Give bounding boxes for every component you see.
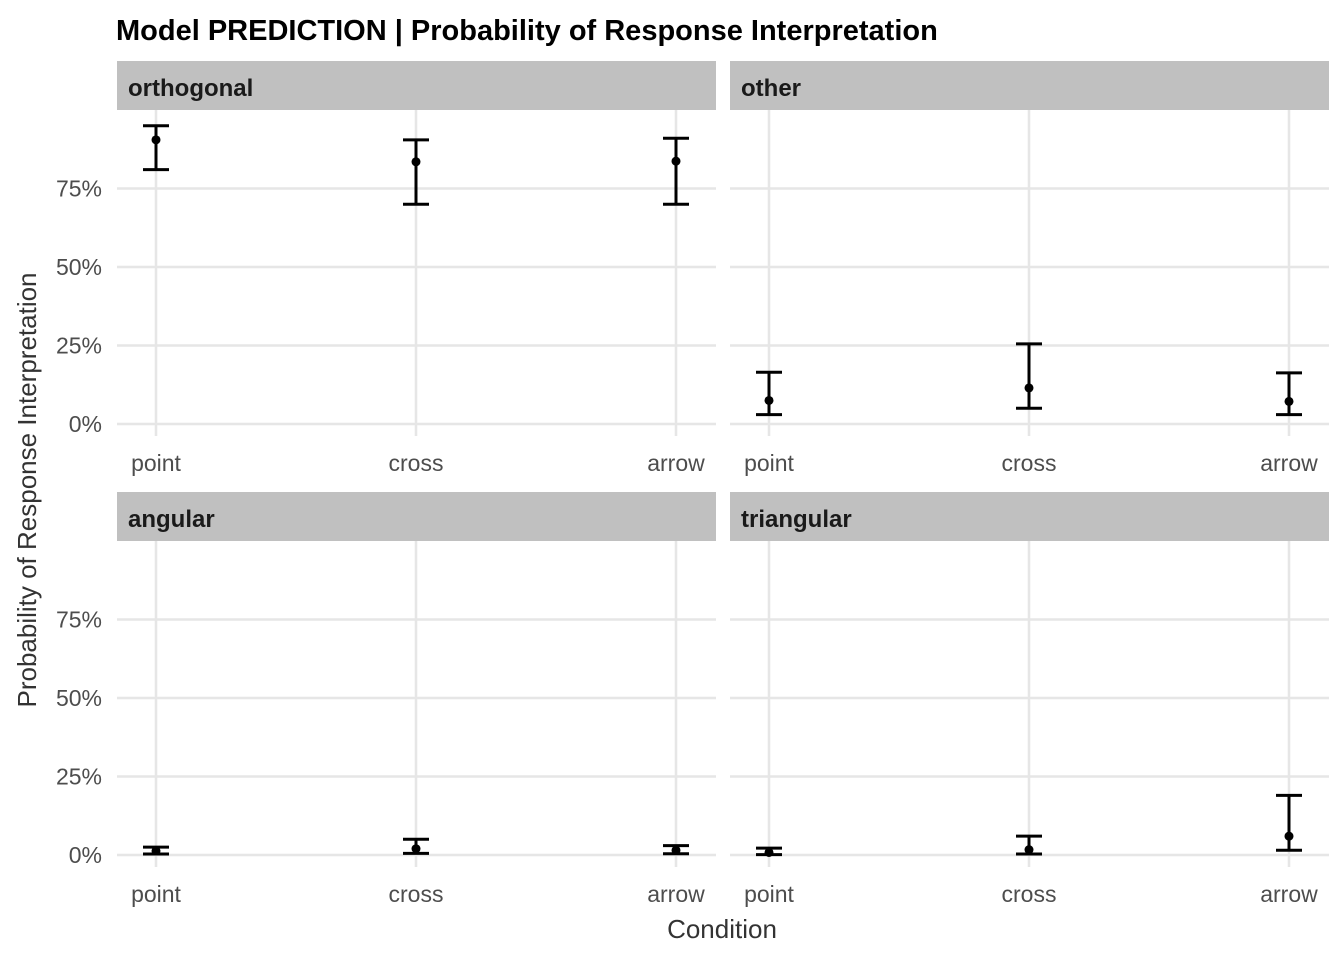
facet-label-orthogonal: orthogonal bbox=[128, 75, 253, 102]
errorbar-other-point bbox=[756, 370, 782, 417]
point-estimate bbox=[671, 845, 681, 855]
x-tick-label: cross bbox=[389, 450, 444, 476]
x-tick-label: point bbox=[744, 881, 794, 907]
errorbar-triangular-cross bbox=[1016, 834, 1042, 856]
x-tick-label: cross bbox=[389, 881, 444, 907]
facet-strip bbox=[117, 61, 716, 110]
panel-other: other point cross arrow bbox=[730, 61, 1329, 476]
point-estimate bbox=[764, 847, 774, 857]
x-tick-label: point bbox=[131, 450, 181, 476]
errorbar-other-arrow bbox=[1276, 371, 1302, 417]
x-tick-label: arrow bbox=[647, 881, 705, 907]
panel-angular: angular 0% 25% 50% 75% point cross arrow bbox=[56, 492, 716, 907]
y-tick-label: 0% bbox=[69, 842, 102, 868]
panel-triangular: triangular point cross arrow bbox=[730, 492, 1329, 907]
errorbar-triangular-arrow bbox=[1276, 793, 1302, 852]
facet-label-other: other bbox=[741, 75, 801, 102]
facet-label-triangular: triangular bbox=[741, 506, 852, 533]
chart-title: Model PREDICTION | Probability of Respon… bbox=[116, 15, 938, 47]
point-estimate bbox=[1024, 383, 1034, 393]
x-tick-label: arrow bbox=[1260, 881, 1318, 907]
x-tick-label: arrow bbox=[647, 450, 705, 476]
errorbar-angular-point bbox=[143, 845, 169, 856]
y-tick-label: 75% bbox=[56, 607, 102, 633]
panel-orthogonal: orthogonal 0% 25% 50% 75% point cross arrow bbox=[56, 61, 716, 476]
point-estimate bbox=[764, 395, 774, 405]
x-axis-title: Condition bbox=[667, 914, 777, 944]
errorbar-orthogonal-cross bbox=[403, 138, 429, 206]
x-tick-label: point bbox=[744, 450, 794, 476]
y-tick-label: 50% bbox=[56, 254, 102, 280]
point-estimate bbox=[151, 135, 161, 145]
errorbar-orthogonal-point bbox=[143, 124, 169, 172]
y-tick-label: 25% bbox=[56, 764, 102, 790]
y-tick-label: 0% bbox=[69, 411, 102, 437]
point-estimate bbox=[1024, 845, 1034, 855]
facet-strip bbox=[730, 492, 1329, 541]
x-tick-label: point bbox=[131, 881, 181, 907]
y-axis-title: Probability of Response Interpretation bbox=[12, 272, 42, 707]
x-tick-label: arrow bbox=[1260, 450, 1318, 476]
y-tick-label: 75% bbox=[56, 176, 102, 202]
facet-strip bbox=[117, 492, 716, 541]
x-tick-label: cross bbox=[1002, 450, 1057, 476]
point-estimate bbox=[411, 844, 421, 854]
y-tick-label: 50% bbox=[56, 685, 102, 711]
facet-label-angular: angular bbox=[128, 506, 215, 533]
point-estimate bbox=[1284, 396, 1294, 406]
facet-strip bbox=[730, 61, 1329, 110]
errorbar-angular-arrow bbox=[663, 844, 689, 856]
point-estimate bbox=[671, 156, 681, 166]
x-tick-label: cross bbox=[1002, 881, 1057, 907]
point-estimate bbox=[151, 846, 161, 856]
errorbar-other-cross bbox=[1016, 342, 1042, 410]
errorbar-orthogonal-arrow bbox=[663, 136, 689, 206]
point-estimate bbox=[411, 157, 421, 167]
errorbar-triangular-point bbox=[756, 846, 782, 857]
y-tick-label: 25% bbox=[56, 333, 102, 359]
errorbar-angular-cross bbox=[403, 837, 429, 855]
point-estimate bbox=[1284, 831, 1294, 841]
